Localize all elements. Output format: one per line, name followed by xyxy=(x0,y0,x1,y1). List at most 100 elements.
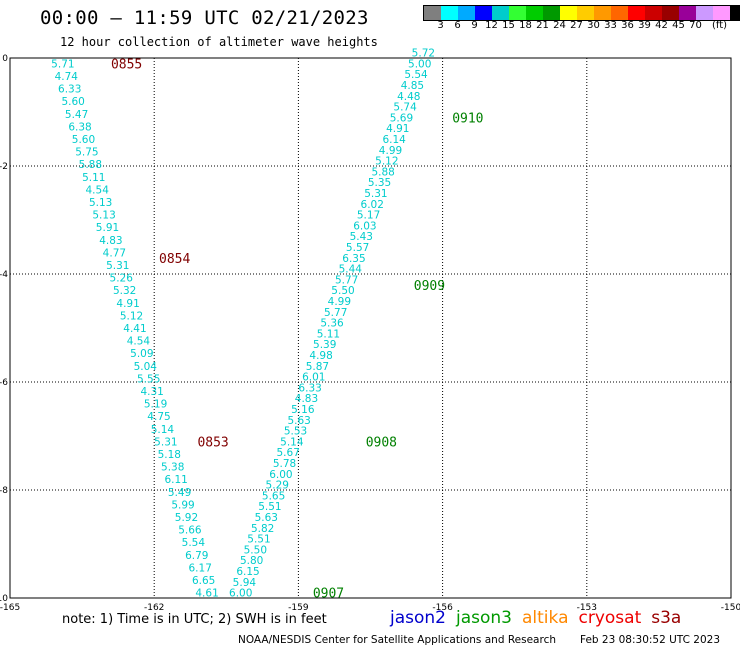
wave-height-value: 5.11 xyxy=(317,328,340,340)
wave-height-value: 5.77 xyxy=(335,274,358,286)
wave-height-value: 4.77 xyxy=(103,247,126,259)
wave-height-value: 5.50 xyxy=(331,285,354,297)
color-swatch xyxy=(492,6,509,20)
wave-height-value: 5.51 xyxy=(258,501,281,513)
color-swatch xyxy=(662,6,679,20)
color-scale-label: 3 xyxy=(437,20,444,31)
color-swatch xyxy=(424,6,441,20)
wave-height-value: 5.77 xyxy=(324,307,347,319)
wave-height-value: 5.39 xyxy=(313,339,336,351)
wave-height-value: 5.99 xyxy=(171,499,194,511)
wave-height-value: 5.63 xyxy=(255,512,278,524)
color-swatch xyxy=(543,6,560,20)
wave-height-value: 5.60 xyxy=(61,96,84,108)
footnote: note: 1) Time is in UTC; 2) SWH is in fe… xyxy=(62,612,327,627)
y-tick-label: -4 xyxy=(0,270,8,280)
color-scale-label: 15 xyxy=(502,20,515,31)
wave-height-value: 5.63 xyxy=(287,415,310,427)
legend-item: s3a xyxy=(651,608,682,628)
y-tick-label: 0 xyxy=(2,54,8,64)
wave-height-value: 5.31 xyxy=(154,436,177,448)
wave-height-value: 5.11 xyxy=(82,172,105,184)
wave-height-value: 5.14 xyxy=(280,436,304,448)
color-scale-label: 45 xyxy=(672,20,685,31)
color-swatch xyxy=(509,6,526,20)
color-scale-label: 33 xyxy=(604,20,617,31)
wave-height-value: 5.51 xyxy=(247,534,270,546)
wave-height-value: 4.99 xyxy=(379,145,402,157)
wave-height-value: 5.55 xyxy=(137,373,160,385)
pass-time-label: 0909 xyxy=(414,279,445,294)
wave-height-value: 5.44 xyxy=(339,264,363,276)
wave-height-chart: -165 -162 -159 -156 -153 -150 0 -2 -4 -6 -8 -10 5.71… xyxy=(0,48,740,610)
wave-height-value: 5.53 xyxy=(284,426,307,438)
wave-height-value: 5.54 xyxy=(182,537,206,549)
color-scale-label: 36 xyxy=(621,20,634,31)
wave-height-value: 5.91 xyxy=(96,222,119,234)
color-swatch xyxy=(458,6,475,20)
color-swatch xyxy=(475,6,492,20)
wave-height-value: 4.74 xyxy=(55,71,79,83)
wave-height-value: 5.69 xyxy=(390,112,413,124)
wave-height-value: 5.29 xyxy=(266,480,289,492)
color-swatch xyxy=(594,6,611,20)
pass-time-label: 0854 xyxy=(159,252,190,267)
wave-height-value: 4.54 xyxy=(127,336,151,348)
wave-height-value: 5.71 xyxy=(51,58,74,70)
wave-height-value: 4.98 xyxy=(309,350,332,362)
wave-height-value: 5.54 xyxy=(404,69,428,81)
wave-height-value: 6.33 xyxy=(58,84,81,96)
generated-date: Feb 23 08:30:52 UTC 2023 xyxy=(580,634,720,646)
x-tick-label: -150 xyxy=(721,603,740,610)
color-swatch xyxy=(611,6,628,20)
wave-height-value: 6.02 xyxy=(361,199,384,211)
wave-height-value: 4.75 xyxy=(147,411,170,423)
wave-height-value: 6.17 xyxy=(189,562,212,574)
wave-height-value: 5.14 xyxy=(151,424,175,436)
color-scale-label: 42 xyxy=(655,20,668,31)
color-swatch xyxy=(628,6,645,20)
wave-height-value: 5.66 xyxy=(178,525,202,537)
legend-item: altika xyxy=(522,608,569,628)
wave-height-value: 5.67 xyxy=(277,447,300,459)
wave-height-value: 6.15 xyxy=(236,566,259,578)
wave-height-value: 5.26 xyxy=(110,273,134,285)
x-tick-label: -159 xyxy=(288,603,309,610)
color-swatch xyxy=(730,6,740,20)
wave-height-value: 6.01 xyxy=(302,372,325,384)
pass-time-label: 0910 xyxy=(452,111,483,126)
wave-height-value: 5.17 xyxy=(357,210,380,222)
wave-height-value: 5.35 xyxy=(368,177,391,189)
x-tick-label: -165 xyxy=(0,603,20,610)
legend-item: jason2 xyxy=(390,608,446,628)
wave-height-value: 5.74 xyxy=(393,102,417,114)
color-swatch xyxy=(526,6,543,20)
wave-height-value: 4.41 xyxy=(123,323,146,335)
wave-height-value: 5.13 xyxy=(89,197,112,209)
wave-height-value: 5.04 xyxy=(134,361,158,373)
wave-height-value: 4.48 xyxy=(397,91,420,103)
legend-item: jason3 xyxy=(456,608,512,628)
wave-height-value: 5.47 xyxy=(65,109,88,121)
color-scale-label: 30 xyxy=(587,20,600,31)
color-scale-label: 39 xyxy=(638,20,651,31)
credit-line: NOAA/NESDIS Center for Satellite Applica… xyxy=(238,634,556,646)
y-tick-label: -8 xyxy=(0,486,8,496)
pass-time-label: 0908 xyxy=(366,435,397,450)
page-title: 00:00 – 11:59 UTC 02/21/2023 xyxy=(40,7,369,29)
wave-height-value: 5.87 xyxy=(306,361,329,373)
page-subtitle: 12 hour collection of altimeter wave hei… xyxy=(60,35,378,49)
wave-height-value: 5.82 xyxy=(251,523,274,535)
wave-height-value: 5.09 xyxy=(130,348,153,360)
legend-item: cryosat xyxy=(578,608,642,628)
y-tick-label: -6 xyxy=(0,378,8,388)
wave-height-value: 4.85 xyxy=(401,80,424,92)
wave-height-value: 4.83 xyxy=(295,393,318,405)
color-swatch xyxy=(713,6,730,20)
color-swatch xyxy=(560,6,577,20)
color-scale-label: 27 xyxy=(570,20,583,31)
wave-height-value: 5.12 xyxy=(375,156,398,168)
wave-height-value: 4.83 xyxy=(99,235,122,247)
color-scale-label: 70 xyxy=(689,20,702,31)
satellite-legend: jason2 jason3 altika cryosat s3a xyxy=(390,608,691,628)
